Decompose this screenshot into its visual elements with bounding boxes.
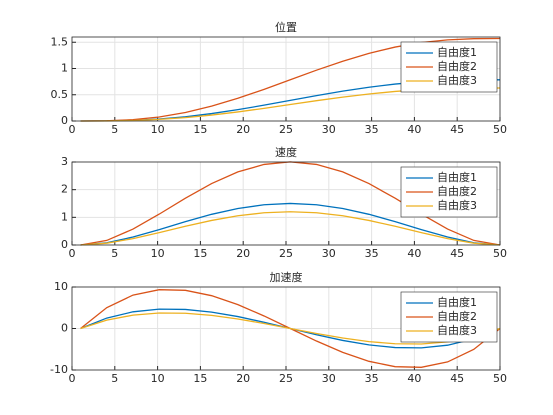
data-line (80, 312, 501, 345)
legend-label: 自由度3 (437, 323, 477, 337)
axes-box (71, 286, 501, 371)
x-tick-label: 45 (450, 372, 464, 385)
x-tick-label: 50 (493, 247, 507, 260)
x-tick-label: 30 (322, 123, 336, 136)
x-tick-label: 10 (151, 247, 165, 260)
x-tick-label: 50 (493, 372, 507, 385)
x-tick-label: 15 (193, 372, 207, 385)
x-tick-label: 25 (279, 123, 293, 136)
axes-box (71, 161, 501, 246)
y-tick-label: 3 (61, 155, 68, 168)
y-tick-label: 1 (61, 210, 68, 223)
x-tick-label: 40 (407, 372, 421, 385)
x-tick-label: 35 (365, 247, 379, 260)
x-tick-label: 20 (236, 123, 250, 136)
y-tick-label: -10 (50, 363, 68, 376)
subplot-title: 位置 (275, 20, 297, 34)
y-tick-label: 1.5 (51, 35, 69, 48)
data-line (80, 202, 501, 246)
data-line (80, 211, 501, 246)
data-line (80, 37, 501, 122)
x-tick-label: 5 (111, 372, 118, 385)
legend-label: 自由度2 (437, 309, 477, 323)
subplot-title: 加速度 (270, 270, 303, 284)
legend-label: 自由度1 (437, 45, 477, 59)
x-tick-label: 20 (236, 372, 250, 385)
x-tick-label: 45 (450, 247, 464, 260)
y-tick-label: 1 (61, 62, 68, 75)
y-tick-label: 0 (61, 238, 68, 251)
x-tick-label: 35 (365, 372, 379, 385)
x-tick-label: 0 (69, 247, 76, 260)
legend-label: 自由度2 (437, 59, 477, 73)
x-tick-label: 15 (193, 123, 207, 136)
y-tick-label: 0.5 (51, 88, 69, 101)
x-tick-label: 0 (69, 123, 76, 136)
y-tick-label: 2 (61, 183, 68, 196)
axes-box (71, 36, 501, 122)
x-tick-label: 10 (151, 123, 165, 136)
x-tick-label: 30 (322, 372, 336, 385)
x-tick-label: 15 (193, 247, 207, 260)
subplot: 0 5 10 15 20 25 30 35 40 45 50-10010加速度自由度1自由度2自由度… (50, 270, 507, 385)
x-tick-label: 0 (69, 372, 76, 385)
y-tick-label: 10 (54, 280, 68, 293)
x-tick-label: 40 (407, 123, 421, 136)
x-tick-label: 25 (279, 247, 293, 260)
x-tick-label: 25 (279, 372, 293, 385)
x-tick-label: 5 (111, 123, 118, 136)
legend-label: 自由度3 (437, 198, 477, 212)
x-tick-label: 20 (236, 247, 250, 260)
x-tick-label: 30 (322, 247, 336, 260)
x-tick-label: 5 (111, 247, 118, 260)
x-tick-label: 45 (450, 123, 464, 136)
legend-label: 自由度1 (437, 170, 477, 184)
legend-label: 自由度1 (437, 295, 477, 309)
subplot-title: 速度 (275, 145, 297, 159)
y-tick-label: 0 (61, 322, 68, 335)
subplot: 0 5 10 15 20 25 30 35 40 45 50 0 0.5 1 1.5 位置自由度1自由度2自由… (51, 20, 508, 136)
x-tick-label: 35 (365, 123, 379, 136)
y-tick-label: 0 (61, 114, 68, 127)
x-tick-label: 50 (493, 123, 507, 136)
legend-label: 自由度3 (437, 73, 477, 87)
x-tick-label: 10 (151, 372, 165, 385)
legend-label: 自由度2 (437, 184, 477, 198)
x-tick-label: 40 (407, 247, 421, 260)
